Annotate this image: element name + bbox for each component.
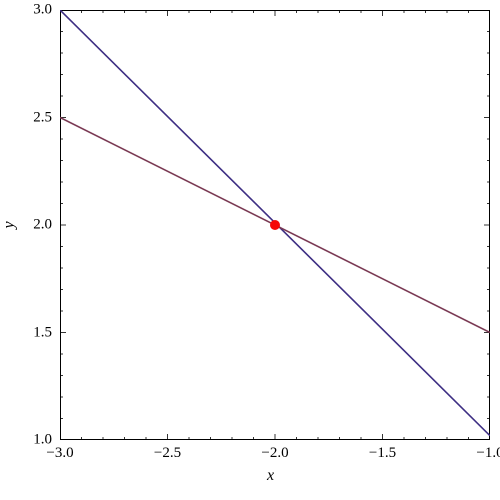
y-tick-label: 3.0 bbox=[33, 2, 52, 19]
y-tick-label: 2.5 bbox=[33, 109, 52, 126]
y-tick-label: 1.0 bbox=[33, 432, 52, 449]
x-tick-label: −1.5 bbox=[369, 445, 396, 462]
y-tick-label: 1.5 bbox=[33, 324, 52, 341]
x-tick-label: −2.0 bbox=[261, 445, 288, 462]
x-axis-label: x bbox=[267, 467, 274, 485]
plot-area bbox=[60, 10, 490, 440]
line-chart: x y −3.0−2.5−2.0−1.5−1.01.01.52.02.53.0 bbox=[0, 0, 500, 500]
x-tick-label: −2.5 bbox=[154, 445, 181, 462]
y-tick-label: 2.0 bbox=[33, 217, 52, 234]
y-axis-label: y bbox=[1, 221, 19, 228]
plot-svg bbox=[60, 10, 490, 440]
x-tick-label: −1.0 bbox=[476, 445, 500, 462]
intersection-point bbox=[270, 220, 280, 230]
